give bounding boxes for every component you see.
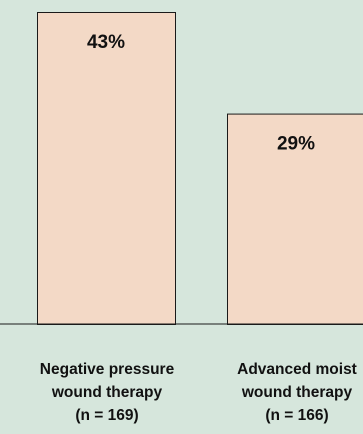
- category-labels-group: Negative pressure wound therapy (n = 169) A…: [40, 361, 357, 424]
- category-label-2-line-2: wound therapy: [241, 384, 353, 401]
- bar-1: [37, 12, 176, 325]
- category-label-1-line-1: Negative pressure: [40, 361, 175, 378]
- bars-group: [37, 12, 363, 326]
- bar-2: [227, 113, 363, 326]
- data-labels-group: 43% 29%: [87, 32, 315, 155]
- category-label-1-line-3: (n = 169): [75, 407, 138, 424]
- category-label-2-line-3: (n = 166): [265, 407, 328, 424]
- data-label-2: 29%: [277, 134, 315, 155]
- category-label-1-line-2: wound therapy: [51, 384, 163, 401]
- category-label-2-line-1: Advanced moist: [237, 361, 357, 378]
- data-label-1: 43%: [87, 32, 125, 53]
